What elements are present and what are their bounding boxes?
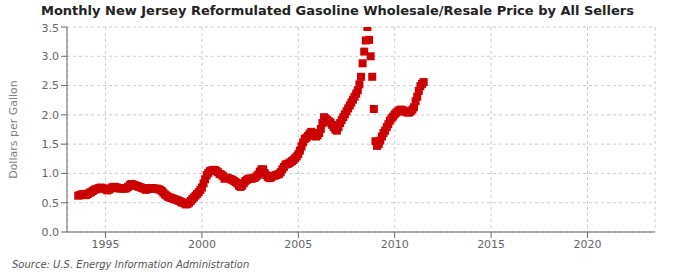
svg-text:1.0: 1.0 [42, 167, 60, 180]
svg-text:0.5: 0.5 [42, 197, 60, 210]
svg-text:2000: 2000 [188, 238, 216, 251]
svg-text:Dollars per Gallon: Dollars per Gallon [8, 80, 20, 179]
svg-text:1995: 1995 [92, 238, 120, 251]
html-text:Monthly New Jersey Reformulate: Monthly New Jersey Reformulated Gasoline… [41, 3, 634, 18]
svg-text:2.5: 2.5 [42, 79, 60, 92]
svg-text:2015: 2015 [477, 238, 505, 251]
svg-text:2010: 2010 [381, 238, 409, 251]
svg-text:2005: 2005 [284, 238, 312, 251]
svg-text:3.0: 3.0 [42, 50, 60, 63]
html-text:Source: U.S. Energy Informatio: Source: U.S. Energy Information Administ… [12, 259, 250, 270]
svg-text:2020: 2020 [574, 238, 602, 251]
svg-text:1.5: 1.5 [42, 138, 60, 151]
svg-text:0.0: 0.0 [42, 226, 60, 239]
svg-text:3.5: 3.5 [42, 22, 60, 35]
svg-text:2.0: 2.0 [42, 109, 60, 122]
